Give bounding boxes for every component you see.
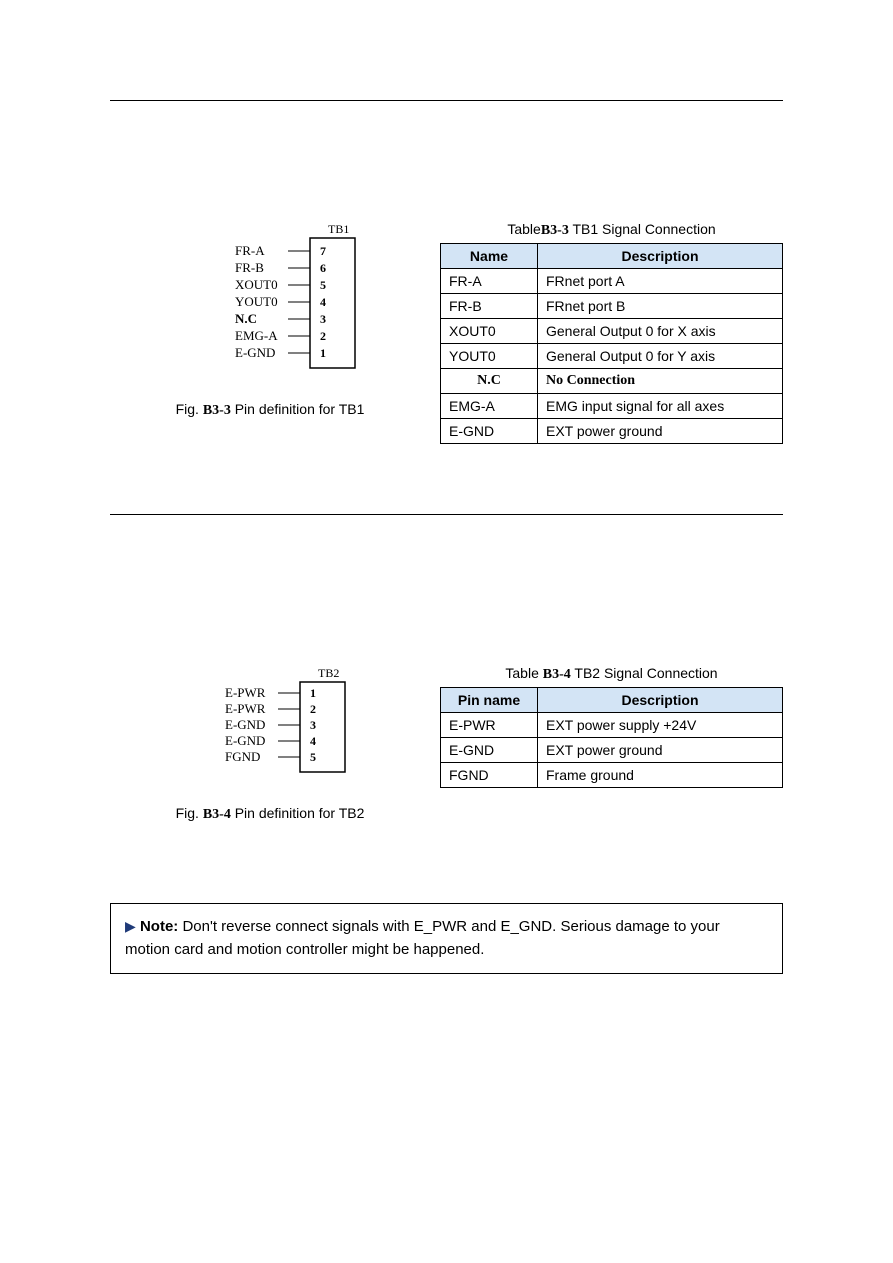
cell-name: FR-B	[441, 294, 538, 319]
cell-desc: No Connection	[538, 369, 783, 394]
cell-desc: General Output 0 for X axis	[538, 319, 783, 344]
table-tb1-col: TableB3-3 TB1 Signal Connection Name Des…	[440, 221, 783, 444]
table-row: EMG-AEMG input signal for all axes	[441, 394, 783, 419]
pin-number: 3	[320, 312, 326, 326]
pin-number: 4	[320, 295, 326, 309]
table-row: FR-AFRnet port A	[441, 269, 783, 294]
pin-label: N.C	[235, 311, 257, 326]
cell-desc: Frame ground	[538, 763, 783, 788]
cell-desc: EMG input signal for all axes	[538, 394, 783, 419]
cell-desc: EXT power ground	[538, 738, 783, 763]
table-tb2: Pin name Description E-PWREXT power supp…	[440, 687, 783, 788]
table-row: XOUT0General Output 0 for X axis	[441, 319, 783, 344]
diagram-tb1: TB1 FR-A 7 FR-B 6 XOUT0 5 YOUT0 4 N.C 3 EMG-A 2 E-GN…	[160, 221, 380, 391]
cell-desc: FRnet port B	[538, 294, 783, 319]
divider-top	[110, 100, 783, 101]
pin-number: 1	[320, 346, 326, 360]
divider-mid	[110, 514, 783, 515]
figure-caption-tb2: Fig. B3-4 Pin definition for TB2	[176, 805, 365, 823]
cell-desc: EXT power supply +24V	[538, 713, 783, 738]
cell-name: YOUT0	[441, 344, 538, 369]
table-header-name: Name	[441, 244, 538, 269]
table2-title-suffix: TB2 Signal Connection	[571, 665, 718, 681]
table-row: E-GNDEXT power ground	[441, 738, 783, 763]
caption-prefix: Fig.	[176, 401, 203, 417]
pin-label: FR-B	[235, 260, 264, 275]
table-title-num: B3-3	[541, 223, 569, 238]
pin-label: YOUT0	[235, 294, 278, 309]
pin-number: 6	[320, 261, 326, 275]
caption-suffix-2: Pin definition for TB2	[231, 805, 365, 821]
note-arrow-icon: ▶	[125, 918, 136, 934]
table-row: FGNDFrame ground	[441, 763, 783, 788]
pin-label: E-GND	[235, 345, 275, 360]
cell-name: FR-A	[441, 269, 538, 294]
diagram-tb2-col: TB2 E-PWR 1 E-PWR 2 E-GND 3 E-GND 4 FGND 5 Fig. B…	[110, 665, 430, 823]
pin-label: E-GND	[225, 717, 265, 732]
cell-name: E-PWR	[441, 713, 538, 738]
note-prefix: Note:	[140, 918, 178, 935]
table-tb1-title: TableB3-3 TB1 Signal Connection	[440, 221, 783, 239]
table-row: E-PWREXT power supply +24V	[441, 713, 783, 738]
section-tb2: TB2 E-PWR 1 E-PWR 2 E-GND 3 E-GND 4 FGND 5 Fig. B…	[110, 665, 783, 823]
figure-caption-tb1: Fig. B3-3 Pin definition for TB1	[176, 401, 365, 419]
caption-num-2: B3-4	[203, 807, 231, 822]
pin-number: 2	[320, 329, 326, 343]
diagram-tb2-header: TB2	[318, 666, 339, 680]
pin-number: 1	[310, 686, 316, 700]
table2-title-prefix: Table	[505, 665, 542, 681]
pin-label: FGND	[225, 749, 260, 764]
table-header-desc: Description	[538, 244, 783, 269]
pin-number: 5	[320, 278, 326, 292]
cell-name: EMG-A	[441, 394, 538, 419]
pin-label: XOUT0	[235, 277, 278, 292]
table-row: FR-BFRnet port B	[441, 294, 783, 319]
table-title-suffix: TB1 Signal Connection	[569, 221, 716, 237]
pin-number: 7	[320, 244, 326, 258]
cell-desc: EXT power ground	[538, 419, 783, 444]
pin-number: 5	[310, 750, 316, 764]
caption-prefix-2: Fig.	[176, 805, 203, 821]
diagram-tb1-header: TB1	[328, 222, 349, 236]
table-title-prefix: Table	[507, 221, 540, 237]
cell-name: E-GND	[441, 738, 538, 763]
pin-label: E-GND	[225, 733, 265, 748]
table-row: N.CNo Connection	[441, 369, 783, 394]
diagram-tb2: TB2 E-PWR 1 E-PWR 2 E-GND 3 E-GND 4 FGND 5	[160, 665, 380, 795]
pin-label: E-PWR	[225, 685, 266, 700]
cell-name: FGND	[441, 763, 538, 788]
pin-number: 2	[310, 702, 316, 716]
table2-header-name: Pin name	[441, 688, 538, 713]
table-tb1: Name Description FR-AFRnet port AFR-BFRn…	[440, 243, 783, 444]
caption-num: B3-3	[203, 403, 231, 418]
pin-number: 4	[310, 734, 316, 748]
pin-label: FR-A	[235, 243, 265, 258]
table2-title-num: B3-4	[543, 667, 571, 682]
cell-name: E-GND	[441, 419, 538, 444]
caption-suffix: Pin definition for TB1	[231, 401, 365, 417]
cell-desc: General Output 0 for Y axis	[538, 344, 783, 369]
table-tb2-title: Table B3-4 TB2 Signal Connection	[440, 665, 783, 683]
table-tb2-col: Table B3-4 TB2 Signal Connection Pin nam…	[440, 665, 783, 788]
pin-label: E-PWR	[225, 701, 266, 716]
pin-label: EMG-A	[235, 328, 278, 343]
cell-desc: FRnet port A	[538, 269, 783, 294]
note-box: ▶ Note: Don't reverse connect signals wi…	[110, 903, 783, 974]
table2-header-desc: Description	[538, 688, 783, 713]
table-row: E-GNDEXT power ground	[441, 419, 783, 444]
cell-name: XOUT0	[441, 319, 538, 344]
diagram-tb1-col: TB1 FR-A 7 FR-B 6 XOUT0 5 YOUT0 4 N.C 3 EMG-A 2 E-GN…	[110, 221, 430, 419]
note-text-2: motion card and motion controller might …	[125, 941, 484, 958]
section-tb1: TB1 FR-A 7 FR-B 6 XOUT0 5 YOUT0 4 N.C 3 EMG-A 2 E-GN…	[110, 221, 783, 444]
pin-number: 3	[310, 718, 316, 732]
cell-name: N.C	[441, 369, 538, 394]
note-text-1: Don't reverse connect signals with E_PWR…	[178, 918, 719, 935]
table-row: YOUT0General Output 0 for Y axis	[441, 344, 783, 369]
